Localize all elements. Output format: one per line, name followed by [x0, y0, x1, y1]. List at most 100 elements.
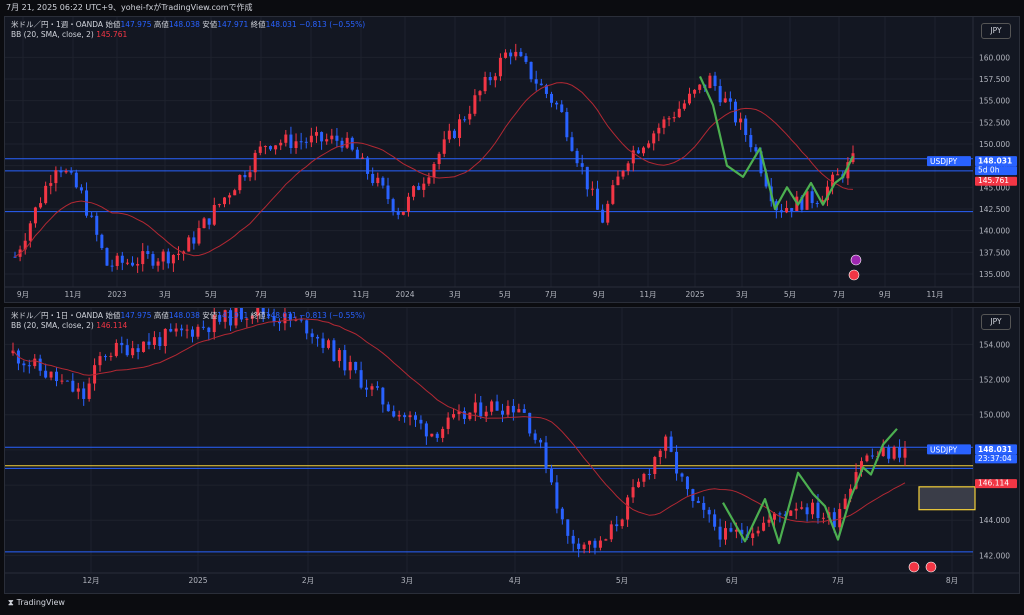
- candle-body: [343, 350, 347, 371]
- candle-body: [386, 404, 390, 412]
- candle-body: [223, 310, 227, 322]
- time-tick-label: 8月: [946, 576, 958, 585]
- candle-body: [180, 328, 184, 331]
- candle-body: [321, 338, 325, 348]
- time-tick-label: 12月: [82, 576, 99, 585]
- candle-body: [430, 433, 434, 437]
- candle-body: [657, 127, 661, 134]
- candle-body: [131, 262, 135, 266]
- candle-body: [192, 237, 196, 244]
- weekly-chart-pane[interactable]: 160.000157.500155.000152.500150.000147.5…: [4, 16, 1020, 303]
- candle-body: [392, 411, 396, 417]
- candle-body: [621, 170, 625, 177]
- candle-body: [693, 89, 697, 94]
- price-tick-label: 157.500: [979, 75, 1010, 84]
- currency-button[interactable]: JPY: [981, 314, 1011, 330]
- candle-body: [38, 358, 42, 371]
- low-label: 安値: [202, 20, 218, 29]
- candle-body: [598, 540, 602, 548]
- candle-body: [22, 363, 26, 366]
- close-value: 148.031: [265, 20, 297, 29]
- candle-body: [604, 539, 608, 541]
- candle-body: [865, 455, 869, 462]
- candle-body: [243, 175, 247, 178]
- candle-body: [229, 310, 233, 326]
- candle-body: [233, 190, 237, 196]
- candle-body: [314, 132, 318, 136]
- candle-body: [59, 170, 63, 173]
- candle-body: [626, 163, 630, 171]
- price-tick-label: 150.000: [979, 140, 1010, 149]
- candle-body: [713, 514, 717, 527]
- candle-body: [33, 358, 37, 367]
- candle-body: [187, 237, 191, 252]
- candle-body: [49, 371, 53, 378]
- candle-body: [687, 93, 691, 104]
- price-tick-label: 155.000: [979, 97, 1010, 106]
- time-tick-label: 5月: [616, 576, 628, 585]
- candle-body: [653, 456, 657, 475]
- candle-body: [723, 98, 727, 103]
- candle-body: [582, 544, 586, 549]
- daily-chart-pane[interactable]: 154.000152.000150.000148.000146.000144.0…: [4, 307, 1020, 594]
- candle-body: [202, 218, 206, 229]
- candle-body: [360, 157, 364, 159]
- candle-body: [446, 417, 450, 429]
- candle-body: [452, 414, 456, 418]
- candle-body: [529, 61, 533, 80]
- candle-body: [555, 102, 559, 105]
- bollinger-value-tag-bg: [975, 176, 1017, 186]
- candle-body: [250, 315, 254, 319]
- candle-body: [419, 419, 423, 424]
- candle-body: [33, 207, 37, 224]
- time-tick-label: 9月: [305, 290, 317, 299]
- low-label: 安値: [202, 311, 218, 320]
- candle-body: [330, 135, 334, 140]
- candle-body: [682, 103, 686, 109]
- candle-body: [403, 415, 407, 418]
- last-price-tag: 148.031: [978, 157, 1012, 166]
- candle-body: [821, 517, 825, 519]
- candle-body: [680, 473, 684, 477]
- candle-body: [105, 248, 109, 266]
- candle-body: [125, 262, 129, 264]
- weekly-chart-canvas[interactable]: 160.000157.500155.000152.500150.000147.5…: [5, 17, 1019, 302]
- candle-body: [707, 509, 711, 515]
- candle-body: [161, 251, 165, 262]
- candle-body: [825, 186, 829, 201]
- last-price-tag-bg: [975, 156, 1017, 167]
- candle-body: [609, 524, 613, 540]
- symbol-tag-bg: [927, 444, 971, 455]
- high-label: 高値: [153, 20, 169, 29]
- candle-body: [278, 321, 282, 324]
- candle-body: [571, 535, 575, 544]
- candle-body: [142, 341, 146, 352]
- daily-chart-canvas[interactable]: 154.000152.000150.000148.000146.000144.0…: [5, 308, 1019, 593]
- candle-body: [815, 203, 819, 205]
- weekly-indicator-legend[interactable]: BB (20, SMA, close, 2) 145.761: [11, 30, 127, 40]
- candle-body: [772, 513, 776, 520]
- candle-body: [550, 93, 554, 103]
- time-tick-label: 5月: [499, 290, 511, 299]
- candle-body: [115, 255, 119, 267]
- daily-indicator-legend[interactable]: BB (20, SMA, close, 2) 146.114: [11, 321, 127, 331]
- candle-body: [524, 56, 528, 62]
- candle-body: [207, 218, 211, 225]
- candle-body: [44, 185, 48, 204]
- candle-body: [615, 524, 619, 527]
- candle-body: [724, 528, 728, 540]
- candle-body: [800, 507, 804, 509]
- candle-body: [652, 133, 656, 144]
- candle-body: [304, 141, 308, 143]
- candle-body: [283, 313, 287, 324]
- tradingview-brand[interactable]: ⧗ TradingView: [8, 598, 65, 608]
- symbol-tag-bg: [927, 156, 971, 167]
- brand-name: TradingView: [16, 598, 65, 607]
- candle-body: [299, 141, 303, 143]
- candle-body: [468, 412, 472, 419]
- time-tick-label: 11月: [64, 290, 81, 299]
- candle-body: [870, 455, 874, 457]
- candle-body: [626, 497, 630, 520]
- currency-button[interactable]: JPY: [981, 23, 1011, 39]
- price-tick-label: 137.500: [979, 248, 1010, 257]
